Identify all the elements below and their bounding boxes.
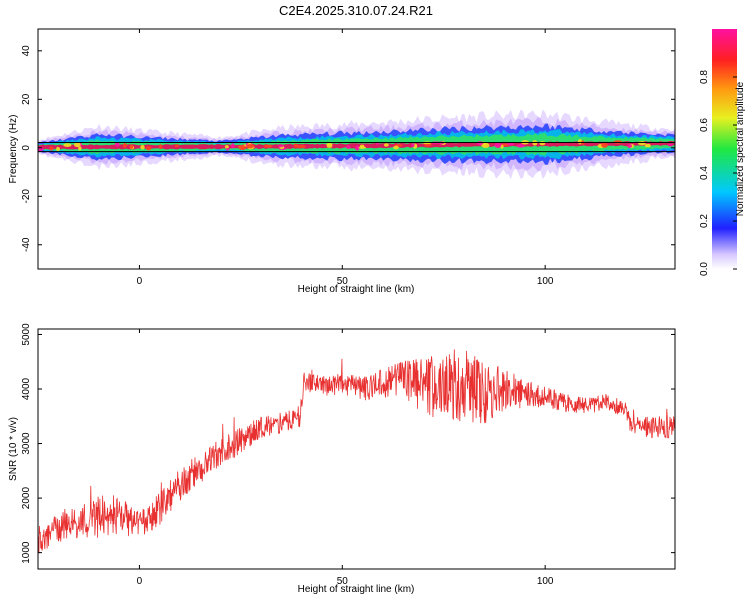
- spectrogram-y-tick-label: 0: [21, 145, 32, 151]
- spectrogram-amplitude-peak: [246, 144, 255, 149]
- snr-panel: 1000 2000 3000 4000 5000 0 50 100 Height of st…: [8, 323, 676, 595]
- spectrogram-frame: [37, 28, 676, 270]
- colorbar-tick-label: 0.0: [699, 262, 710, 276]
- spectrogram-x-tick-label: 100: [537, 276, 554, 287]
- spectrogram-amplitude-peak: [159, 144, 163, 149]
- snr-y-tick-label: 1000: [21, 541, 32, 564]
- spectrogram-y-axis-label: Frequency (Hz): [8, 115, 19, 184]
- spectrogram-amplitude-peak: [263, 144, 273, 148]
- snr-x-ticks: 0 50 100: [137, 329, 554, 587]
- snr-y-tick-label: 2000: [21, 487, 32, 510]
- colorbar-tick-label: 0.8: [699, 70, 710, 84]
- colorbar-tick-label: 0.4: [699, 166, 710, 180]
- spectrogram-x-tick-label: 50: [337, 276, 349, 287]
- spectrogram-y-ticks: 40 20 0 -20 -40: [21, 45, 675, 252]
- spectrogram-amplitude-peak: [73, 142, 81, 148]
- snr-y-ticks: 1000 2000 3000 4000 5000: [21, 323, 675, 564]
- spectrogram-amplitude-peak: [297, 144, 306, 149]
- spectrogram-amplitude-peak: [174, 144, 179, 148]
- spectrogram-amplitude-peak: [627, 143, 633, 148]
- spectrogram-amplitude-peak: [140, 144, 145, 150]
- spectrogram-amplitude-peak: [358, 146, 367, 149]
- snr-frame: [37, 328, 676, 570]
- spectrogram-amplitude-peak: [411, 143, 415, 147]
- spectrogram-y-tick-label: -40: [21, 237, 32, 252]
- snr-x-tick-label: 0: [137, 576, 143, 587]
- spectrogram-amplitude-peak: [539, 141, 546, 146]
- snr-x-tick-label: 50: [337, 576, 349, 587]
- spectrogram-y-tick-label: 20: [21, 93, 32, 105]
- colorbar-label: Normalized spectral amplitude: [735, 81, 746, 216]
- spectrogram-amplitude-peak: [601, 142, 608, 148]
- spectrogram-amplitude-peak: [114, 142, 120, 147]
- spectrogram-amplitude-peak: [238, 145, 247, 151]
- spectrogram-y-tick-label: 40: [21, 45, 32, 57]
- spectrogram-amplitude-peak: [668, 143, 673, 147]
- spectrogram-amplitude-peak: [345, 145, 351, 149]
- spectrogram-amplitude-peak: [393, 145, 399, 150]
- snr-y-tick-label: 3000: [21, 432, 32, 455]
- spectrogram-amplitude-peak: [63, 143, 72, 148]
- spectrogram-amplitude-peak: [481, 142, 490, 148]
- snr-series-line: [38, 349, 675, 556]
- spectrogram-amplitude-peak: [638, 141, 646, 146]
- snr-y-axis-label: SNR (10 * v/v): [8, 417, 19, 481]
- spectrogram-amplitude-peak: [78, 145, 82, 151]
- snr-y-tick-label: 4000: [21, 377, 32, 400]
- snr-plot-area: [38, 329, 675, 569]
- colorbar-gradient: [712, 29, 737, 269]
- spectrogram-y-tick-label: -20: [21, 189, 32, 204]
- spectrogram-amplitude-peak: [354, 145, 360, 151]
- colorbar-ticks: 0.0 0.2 0.4 0.6 0.8: [699, 70, 737, 276]
- spectrogram-image: [38, 109, 675, 179]
- spectrogram-amplitude-peak: [494, 142, 502, 148]
- snr-x-axis-label: Height of straight line (km): [298, 584, 415, 595]
- spectrogram-amplitude-peak: [49, 146, 54, 151]
- spectrogram-amplitude-peak: [145, 145, 152, 151]
- spectrogram-amplitude-peak: [383, 143, 389, 147]
- spectrogram-amplitude-peak: [278, 144, 284, 148]
- spectrogram-x-ticks: 0 50 100: [137, 29, 554, 287]
- spectrogram-amplitude-peak: [501, 143, 510, 147]
- spectrogram-amplitude-peak: [476, 141, 484, 146]
- spectrogram-amplitude-peak: [230, 143, 235, 149]
- spectrogram-x-axis-label: Height of straight line (km): [298, 284, 415, 295]
- snr-y-tick-label: 5000: [21, 323, 32, 346]
- spectrogram-amplitude-peak: [123, 143, 127, 149]
- spectrogram-amplitude-peak: [129, 144, 134, 150]
- spectrogram-panel: 40 20 0 -20 -40 0 50 100 Height of straight li…: [8, 28, 676, 295]
- spectrogram-amplitude-peak: [326, 143, 333, 146]
- spectrogram-amplitude-peak: [293, 143, 298, 148]
- chart-title: C2E4.2025.310.07.24.R21: [279, 3, 433, 18]
- colorbar: 0.0 0.2 0.4 0.6 0.8 Normalized spectral ampl…: [699, 29, 746, 276]
- snr-x-tick-label: 100: [537, 576, 554, 587]
- colorbar-tick-label: 0.2: [699, 214, 710, 228]
- spectrogram-amplitude-peak: [644, 143, 651, 148]
- spectrogram-x-tick-label: 0: [137, 276, 143, 287]
- spectrogram-amplitude-peak: [56, 146, 60, 152]
- spectrogram-amplitude-peak: [507, 142, 515, 146]
- colorbar-tick-label: 0.6: [699, 118, 710, 132]
- spectrogram-amplitude-contour: [38, 140, 675, 150]
- spectrogram-amplitude-peak: [224, 145, 229, 149]
- spectrogram-amplitude-peak: [516, 143, 525, 148]
